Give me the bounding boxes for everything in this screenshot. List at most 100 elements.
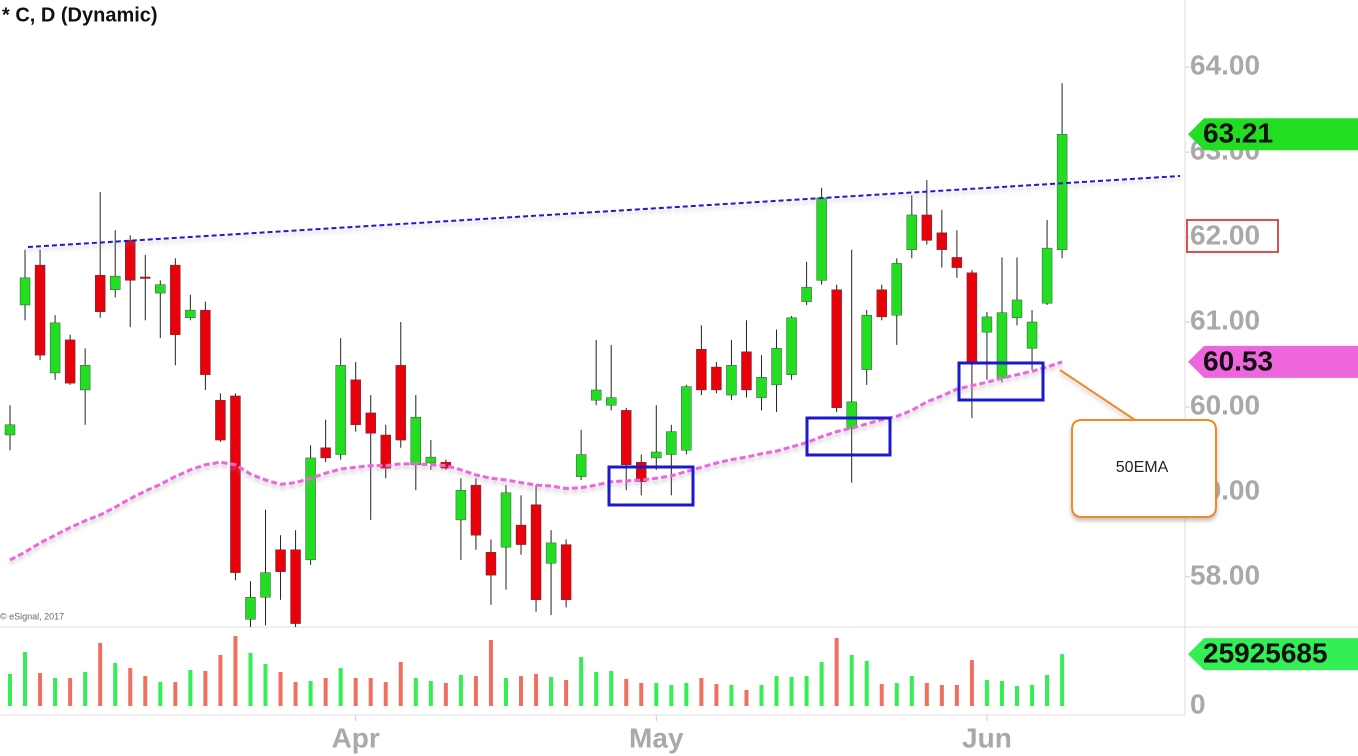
candle-body bbox=[275, 549, 286, 572]
price-pane bbox=[4, 83, 1068, 627]
volume-bar bbox=[969, 660, 974, 706]
volume-bar bbox=[549, 677, 554, 706]
callout bbox=[1059, 369, 1217, 518]
candle-body bbox=[846, 401, 857, 429]
volume-bar bbox=[669, 685, 674, 706]
candle-body bbox=[185, 309, 196, 318]
volume-tick-label: 0 bbox=[1190, 688, 1206, 719]
candle-body bbox=[711, 366, 722, 391]
candle-body bbox=[590, 389, 602, 401]
volume-bar bbox=[999, 681, 1004, 706]
candle-body bbox=[170, 264, 181, 335]
candle-body bbox=[200, 309, 211, 375]
volume-bar bbox=[83, 672, 88, 706]
last-price-tag: 63.21 bbox=[1203, 118, 1273, 149]
candle-body bbox=[801, 286, 812, 302]
volume-bar bbox=[233, 636, 238, 706]
candle-body bbox=[230, 395, 241, 573]
candle-body bbox=[741, 351, 752, 391]
volume-bar bbox=[624, 679, 629, 706]
candle-body bbox=[816, 197, 827, 281]
price-tags: 63.21 60.53 25925685 bbox=[1188, 118, 1358, 671]
candle-body bbox=[140, 276, 151, 279]
candle-body bbox=[64, 339, 76, 384]
volume-bar bbox=[759, 685, 764, 706]
candle-body bbox=[681, 386, 692, 451]
candle-body bbox=[380, 434, 391, 469]
volume-bar bbox=[383, 682, 388, 706]
candle-body bbox=[575, 454, 587, 477]
volume-bar bbox=[68, 678, 73, 706]
volume-bar bbox=[774, 676, 779, 706]
candle-body bbox=[365, 412, 376, 434]
candle-body bbox=[1026, 321, 1038, 349]
candle-body bbox=[831, 289, 842, 409]
candle-body bbox=[606, 397, 617, 406]
volume-bar bbox=[263, 664, 268, 706]
candle-body bbox=[771, 348, 782, 386]
volume-bar bbox=[954, 685, 959, 706]
volume-pane bbox=[8, 636, 1065, 706]
candle-body bbox=[560, 544, 572, 601]
volume-bar bbox=[939, 685, 944, 706]
ema-tag: 60.53 bbox=[1203, 345, 1273, 376]
volume-bar bbox=[879, 684, 884, 706]
volume-bar bbox=[443, 683, 448, 706]
candle-body bbox=[79, 365, 91, 391]
volume-bar bbox=[293, 682, 298, 706]
y-tick-label: 64.00 bbox=[1190, 50, 1260, 81]
y-tick-label: 61.00 bbox=[1190, 304, 1260, 335]
volume-bar bbox=[834, 638, 839, 706]
volume-bar bbox=[38, 673, 43, 706]
highlight-box bbox=[805, 416, 892, 457]
volume-bar bbox=[203, 671, 208, 706]
candle-body bbox=[1011, 299, 1023, 318]
volume-bar bbox=[413, 678, 418, 706]
candle-body bbox=[530, 504, 542, 601]
volume-bar bbox=[924, 683, 929, 706]
volume-bar bbox=[639, 683, 644, 706]
candle-body bbox=[786, 317, 797, 375]
volume-bar bbox=[23, 652, 28, 706]
volume-bar bbox=[579, 657, 584, 706]
candle-body bbox=[125, 240, 136, 281]
volume-bar bbox=[308, 681, 313, 706]
candle-body bbox=[485, 552, 497, 576]
candle-body bbox=[215, 399, 226, 441]
volume-bar bbox=[8, 674, 12, 706]
candle-body bbox=[996, 312, 1008, 379]
volume-bar bbox=[519, 676, 524, 706]
volume-bar bbox=[218, 655, 223, 706]
candle-body bbox=[936, 232, 948, 250]
volume-bar bbox=[128, 668, 133, 706]
candle-body bbox=[756, 377, 767, 398]
candle-body bbox=[320, 447, 331, 459]
candle-body bbox=[19, 277, 31, 306]
candle-body bbox=[155, 284, 166, 294]
volume-bar bbox=[804, 676, 809, 706]
candle-body bbox=[621, 410, 632, 465]
candle-body bbox=[410, 416, 422, 465]
x-tick-label: Apr bbox=[332, 722, 380, 753]
y-tick-label: 60.00 bbox=[1190, 389, 1260, 420]
candle-body bbox=[335, 365, 346, 455]
volume-bar bbox=[368, 678, 373, 706]
candle-body bbox=[290, 549, 301, 624]
candle-body bbox=[260, 572, 271, 598]
volume-tag: 25925685 bbox=[1203, 638, 1328, 669]
volume-bar bbox=[488, 640, 493, 706]
volume-bar bbox=[609, 671, 614, 706]
volume-bar bbox=[1060, 654, 1065, 706]
candle-body bbox=[726, 365, 737, 396]
candle-body bbox=[921, 214, 933, 241]
volume-bar bbox=[398, 662, 403, 706]
volume-bar bbox=[458, 675, 463, 706]
callout-box bbox=[1059, 369, 1217, 518]
volume-bar bbox=[909, 676, 914, 706]
x-tick-label: May bbox=[629, 722, 684, 753]
ema-tag-bg bbox=[1188, 345, 1358, 378]
trend-line bbox=[27, 175, 1181, 248]
candle-body bbox=[636, 461, 647, 482]
candle-body bbox=[861, 314, 872, 370]
